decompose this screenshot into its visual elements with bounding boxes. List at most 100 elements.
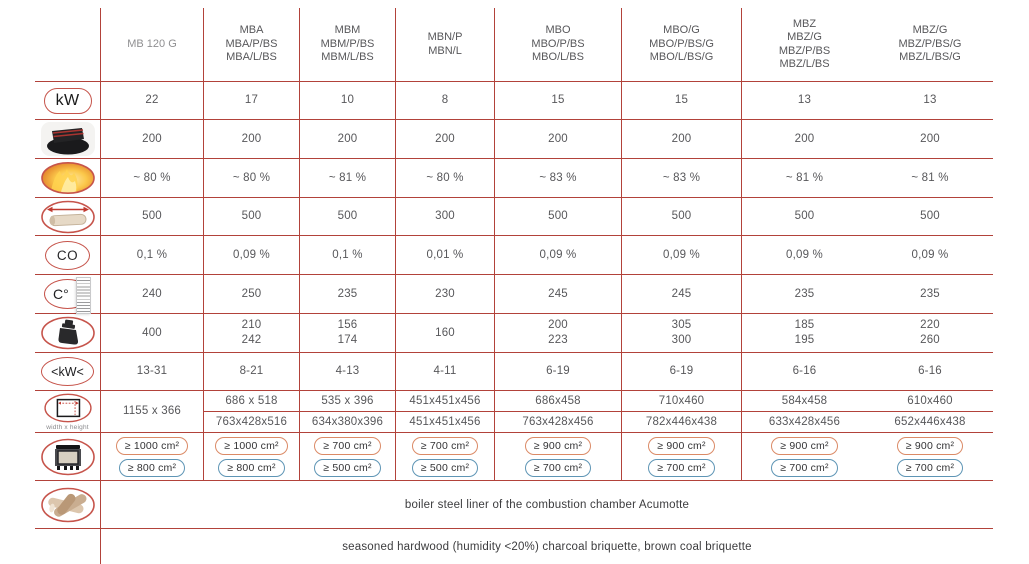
table-cell-co-emission: 0,1 % bbox=[100, 235, 203, 274]
dimensions-icon: width x height bbox=[43, 393, 93, 431]
icon-column-header bbox=[35, 8, 100, 81]
cell-value: 0,1 % bbox=[136, 248, 168, 261]
table-cell-co-emission: 0,01 % bbox=[395, 235, 494, 274]
table-cell-co-emission: 0,09 % bbox=[867, 235, 993, 274]
cell-value: 763x428x456 bbox=[495, 411, 621, 432]
cell-value: 13-31 bbox=[136, 365, 168, 377]
cell-value: 451x451x456 bbox=[396, 411, 494, 432]
cell-value: 0,01 % bbox=[426, 248, 464, 261]
cell-value: 195 bbox=[794, 334, 815, 346]
table-cell-power-range: 13-31 bbox=[100, 352, 203, 390]
specification-table: MB 120 G MBA MBA/P/BS MBA/L/BS MBM MBM/P/BS MB… bbox=[35, 8, 993, 564]
table-cell-efficiency: ~ 80 % bbox=[395, 158, 494, 197]
cell-value: 245 bbox=[548, 287, 568, 300]
table-cell-power-range: 4-11 bbox=[395, 352, 494, 390]
table-cell-door-dimensions: 710x460 782x446x438 bbox=[621, 390, 741, 432]
table-cell-door-dimensions: 584x458 633x428x456 bbox=[741, 390, 867, 432]
cell-value: 634x380x396 bbox=[300, 411, 395, 432]
column-header-line: MBO/P/BS/G bbox=[649, 37, 714, 50]
table-cell-efficiency: ~ 80 % bbox=[100, 158, 203, 197]
row-icon-efficiency bbox=[35, 158, 100, 197]
table-cell-ventilation-grilles: ≥ 1000 cm² ≥ 800 cm² bbox=[100, 432, 203, 480]
cell-value: 17 bbox=[244, 94, 259, 106]
column-header-line: MBA/P/BS bbox=[225, 37, 278, 50]
column-header-line: MBZ/P/BS bbox=[778, 44, 831, 57]
table-cell-door-dimensions: 610x460 652x446x438 bbox=[867, 390, 993, 432]
table-cell-ventilation-grilles: ≥ 900 cm² ≥ 700 cm² bbox=[867, 432, 993, 480]
vent-area-badge-blue: ≥ 700 cm² bbox=[771, 458, 838, 477]
cell-value: 584x458 bbox=[781, 395, 828, 407]
table-cell-weight: 156 174 bbox=[299, 313, 395, 352]
column-header-line: MBO/G bbox=[663, 24, 700, 37]
cell-value: 300 bbox=[671, 334, 692, 346]
cell-value: 200 bbox=[548, 319, 568, 331]
table-cell-weight: 305 300 bbox=[621, 313, 741, 352]
cell-value: 220 bbox=[920, 319, 940, 331]
temperature-icon-label: C° bbox=[53, 286, 69, 302]
table-cell-efficiency: ~ 81 % bbox=[867, 158, 993, 197]
vent-area-badge-blue: ≥ 700 cm² bbox=[896, 458, 964, 477]
logs-icon bbox=[40, 487, 95, 522]
cell-value: 305 bbox=[671, 319, 692, 331]
table-cell-co-emission: 0,09 % bbox=[621, 235, 741, 274]
table-cell-flue-gas-temperature: 235 bbox=[299, 274, 395, 313]
column-header: MBN/P MBN/L bbox=[395, 8, 494, 81]
column-header-line: MBM bbox=[334, 24, 361, 37]
table-cell-weight: 185 195 bbox=[741, 313, 867, 352]
fire-icon bbox=[40, 162, 95, 194]
cell-value: 500 bbox=[920, 210, 940, 222]
cell-value: ~ 83 % bbox=[539, 171, 577, 184]
column-header-line: MBN/L bbox=[428, 44, 462, 57]
column-header: MB 120 G bbox=[100, 8, 203, 81]
table-cell-nominal-power: 10 bbox=[299, 81, 395, 119]
column-header-line: MBN/P bbox=[427, 31, 463, 43]
table-cell-flue-diameter: 200 bbox=[100, 119, 203, 158]
cell-value: 235 bbox=[337, 287, 358, 300]
cell-value: 652x446x438 bbox=[867, 411, 993, 432]
table-cell-co-emission: 0,09 % bbox=[203, 235, 299, 274]
column-header-line: MBZ bbox=[792, 17, 817, 30]
cell-value: 185 bbox=[794, 319, 815, 331]
column-header-line: MBZ/G bbox=[787, 31, 822, 43]
vent-area-badge-orange: ≥ 900 cm² bbox=[648, 436, 715, 455]
vent-area-badge-orange: ≥ 1000 cm² bbox=[115, 436, 189, 455]
merged-cell-combustion-chamber-liner: boiler steel liner of the combustion cha… bbox=[100, 480, 993, 528]
cell-value: 0,09 % bbox=[539, 248, 577, 261]
table-cell-flue-gas-temperature: 245 bbox=[494, 274, 621, 313]
cell-value: 240 bbox=[142, 287, 162, 300]
cell-value: 763x428x516 bbox=[204, 411, 299, 432]
cell-value: 200 bbox=[548, 132, 568, 145]
row-icon-flue-gas-temperature: C° bbox=[35, 274, 100, 314]
column-header: MBO MBO/P/BS MBO/L/BS bbox=[494, 8, 621, 81]
cell-value: 500 bbox=[671, 210, 692, 222]
table-cell-nominal-power: 13 bbox=[741, 81, 867, 119]
table-cell-door-dimensions: 686x458 763x428x456 bbox=[494, 390, 621, 432]
kw-icon: kW bbox=[43, 87, 92, 114]
table-cell-nominal-power: 15 bbox=[494, 81, 621, 119]
table-cell-flue-diameter: 200 bbox=[621, 119, 741, 158]
row-icon-ventilation-grilles bbox=[35, 432, 100, 480]
cell-value: ~ 80 % bbox=[232, 171, 271, 184]
cell-value: 156 bbox=[337, 319, 358, 331]
column-header-line: MBA/L/BS bbox=[226, 51, 277, 64]
table-cell-ventilation-grilles: ≥ 700 cm² ≥ 500 cm² bbox=[299, 432, 395, 480]
table-cell-ventilation-grilles: ≥ 900 cm² ≥ 700 cm² bbox=[494, 432, 621, 480]
vent-area-badge-blue: ≥ 500 cm² bbox=[411, 458, 479, 477]
vent-area-badge-orange: ≥ 900 cm² bbox=[524, 436, 592, 455]
cell-value: 15 bbox=[674, 94, 689, 106]
table-cell-efficiency: ~ 83 % bbox=[494, 158, 621, 197]
cell-value: 782x446x438 bbox=[622, 411, 741, 432]
table-cell-power-range: 6-16 bbox=[867, 352, 993, 390]
table-cell-power-range: 6-19 bbox=[494, 352, 621, 390]
table-cell-max-log-length: 500 bbox=[494, 197, 621, 235]
cell-value: 0,1 % bbox=[332, 248, 363, 261]
flue-outlet-icon bbox=[40, 122, 95, 156]
table-cell-max-log-length: 500 bbox=[867, 197, 993, 235]
table-cell-ventilation-grilles: ≥ 900 cm² ≥ 700 cm² bbox=[621, 432, 741, 480]
table-cell-weight: 160 bbox=[395, 313, 494, 352]
merged-cell-text: seasoned hardwood (humidity <20%) charco… bbox=[342, 540, 752, 553]
cell-value: 8-21 bbox=[239, 365, 264, 377]
table-cell-weight: 200 223 bbox=[494, 313, 621, 352]
table-cell-power-range: 4-13 bbox=[299, 352, 395, 390]
